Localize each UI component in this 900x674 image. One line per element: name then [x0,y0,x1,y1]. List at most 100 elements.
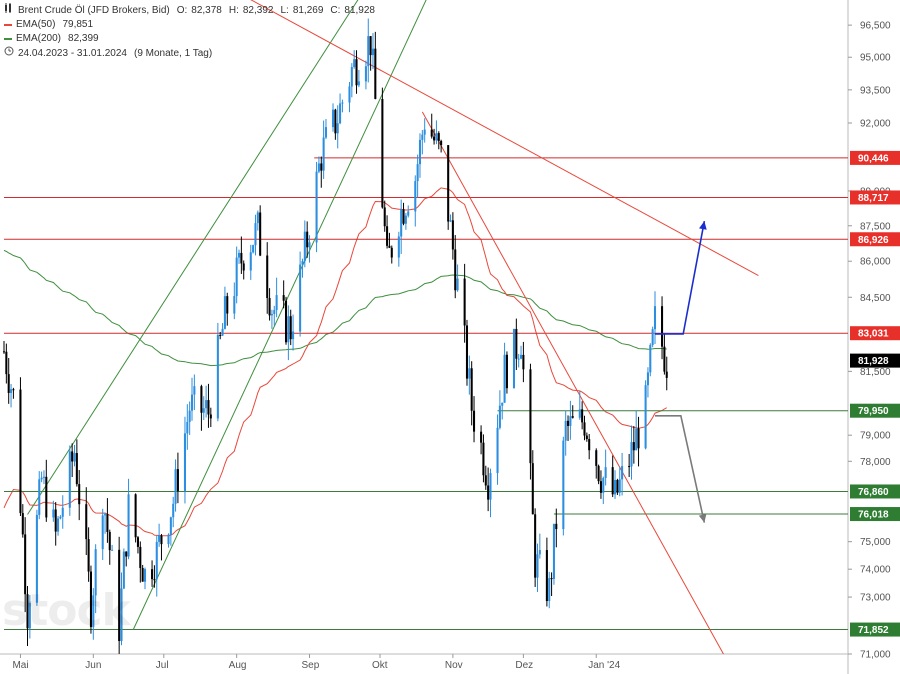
forecast-arrow [654,220,706,335]
candle-body [339,103,342,124]
candle-body [308,242,311,248]
y-tick-label: 75,000 [860,537,891,548]
candle-body [118,549,121,641]
candle-body [538,550,541,555]
candle-body [24,534,27,595]
price-level-label: 76,860 [858,487,889,498]
candle-body [522,354,525,370]
candle-body [369,36,372,56]
price-level-label: 86,926 [858,235,889,246]
ema200-value: 82,399 [68,33,99,44]
ohlc-open-label: O: [176,4,188,16]
candle-body [468,368,471,379]
candle-body [127,494,130,557]
candle-body [529,369,532,464]
candle-body [21,513,24,535]
candle-body [649,345,652,373]
candle-body [254,223,257,246]
candle-body [221,328,224,336]
candle-body [564,420,567,441]
candle-body [470,368,473,411]
candlestick-icon [4,3,14,18]
candle-body [602,477,605,493]
candle-body [583,422,586,436]
candle-body [665,371,668,378]
x-tick-label: Dez [515,660,533,671]
candle-body [26,594,29,629]
candle-body [371,48,375,56]
candle-body [287,316,290,343]
watermark-logo: stock [2,585,131,636]
candle-body [143,569,147,582]
price-level-label: 83,031 [858,329,889,340]
y-tick-label: 78,000 [860,457,891,468]
candle-body [216,335,219,419]
legend-ema50-row[interactable]: EMA(50) 79,851 [4,18,375,32]
date-range-note: (9 Monate, 1 Tag) [133,47,213,59]
candle-body [141,567,144,582]
candle-body [402,209,405,224]
x-tick-label: Nov [445,660,463,671]
y-tick-label: 92,000 [860,118,891,129]
candle-body [155,541,158,580]
candle-body [235,257,238,297]
x-tick-label: Jan '24 [588,660,620,671]
candle-body [440,140,443,146]
candle-body [266,255,269,299]
candle-body [473,410,476,432]
candle-body [599,481,602,493]
candle-body [404,215,407,224]
candle-body [397,236,400,258]
candle-body [249,252,252,271]
price-level-badge [850,232,900,247]
candle-body [186,421,189,434]
ohlc-low-label: L: [280,4,289,16]
legend-title-row: Brent Crude Öl (JFD Brokers, Bid) O: 82,3… [4,3,375,18]
resistance-trendline [421,111,725,654]
candle-body [259,212,262,256]
candle-body [421,134,424,140]
price-level-badge [850,403,900,418]
candle-body [202,408,205,413]
candle-body [200,386,203,413]
candle-body [139,546,142,568]
candle-body [209,414,212,419]
candle-body [480,431,483,443]
candle-body [512,328,516,389]
candle-body [501,402,504,406]
candle-body [416,164,419,182]
candle-body [503,354,506,403]
candle-body [183,433,186,491]
candle-body [106,514,109,532]
ema50-value: 79,851 [62,19,94,30]
candle-body [172,503,175,518]
candle-body [581,409,584,423]
candle-body [160,535,163,545]
candle-body [153,579,156,581]
ohlc-open: 82,378 [191,4,222,16]
y-tick-label: 86,000 [860,257,891,268]
resistance-trendline [250,0,759,276]
legend-ema200-row[interactable]: EMA(200) 82,399 [4,32,375,46]
candle-body [454,249,457,291]
candle-body [555,523,558,530]
candle-body [595,450,598,466]
candle-body [205,400,208,409]
candle-body [632,442,635,451]
candle-body [176,469,179,491]
candle-body [644,385,647,449]
y-tick-label: 95,000 [860,53,891,64]
forecast-arrow [654,415,706,523]
candle-body [517,358,520,360]
ema200-swatch [4,38,12,40]
ohlc-close: 81,928 [344,4,375,16]
candle-body [207,400,210,415]
candle-body [534,514,537,578]
y-tick-label: 93,500 [860,85,891,96]
candle-body [341,102,344,104]
ohlc-close-label: C: [330,4,341,16]
candle-body [520,354,523,359]
candle-body [275,295,278,311]
candle-body [35,514,38,603]
